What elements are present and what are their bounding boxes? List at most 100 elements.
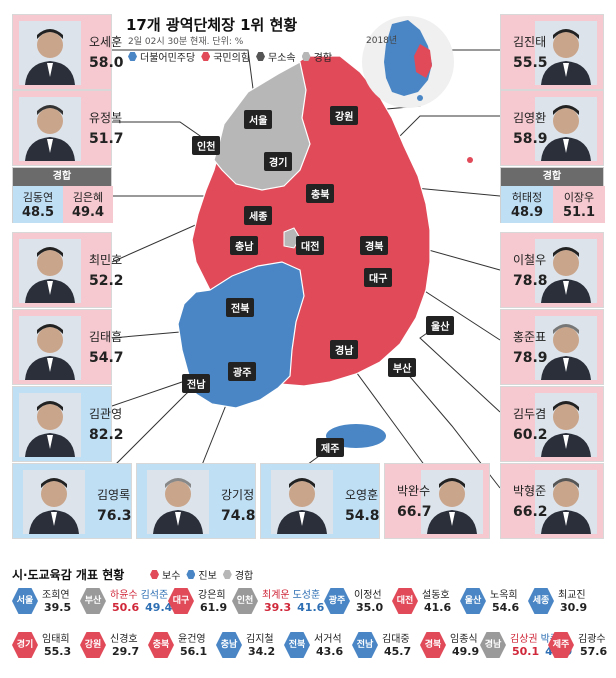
portrait-icon [535, 316, 597, 380]
education-item: 대구 강은희 61.9 [168, 584, 234, 624]
region-badge: 인천 [232, 588, 258, 614]
legend-label: 경합 [234, 571, 254, 582]
region-tag-ulsan: 울산 [426, 316, 455, 335]
candidate-vote: 76.3 [97, 508, 132, 524]
education-item: 세종 최교진 30.9 [528, 584, 594, 624]
winner-card-gangwon: 김진태 55.5 [500, 14, 604, 90]
candidate-vote: 82.2 [89, 427, 124, 443]
portrait-icon [23, 470, 85, 534]
education-item: 전남 김대중 45.7 [352, 628, 418, 668]
region-tag-chungbuk: 충북 [306, 184, 335, 203]
winner-card-chungnam: 김태흠 54.7 [12, 309, 124, 385]
candidate-name: 설동호 [422, 590, 450, 601]
candidate-vote: 35.0 [356, 601, 384, 614]
region-badge: 강원 [80, 632, 106, 658]
contest-right: 김은혜 49.4 [63, 186, 113, 223]
legend-item-contest: 경합 [301, 49, 332, 64]
candidate-vote: 50.6 [112, 601, 140, 614]
portrait-icon [19, 97, 81, 161]
candidate-vote: 29.7 [112, 645, 140, 658]
region-tag-jeonnam: 전남 [182, 374, 211, 393]
candidate-name: 임태희 [42, 634, 70, 645]
region-tag-gangwon: 강원 [330, 106, 359, 125]
winner-card-gyeongnam: 박완수 66.7 [384, 463, 490, 539]
region-tag-jeonbuk: 전북 [226, 298, 255, 317]
candidate-name: 강기정 [221, 488, 255, 502]
candidate-vote: 78.9 [513, 350, 548, 366]
candidate-name: 윤건영 [178, 634, 206, 645]
candidate-vote: 48.9 [510, 205, 544, 220]
candidate-name: 김동연 [22, 191, 54, 204]
portrait-icon [271, 470, 333, 534]
candidate-name: 임종식 [450, 634, 478, 645]
education-item: 서울 조희연 39.5 [12, 584, 78, 624]
education-values: 30.9 [560, 601, 593, 614]
winner-card-jeju: 오영훈 54.8 [260, 463, 380, 539]
region-badge: 대구 [168, 588, 194, 614]
legend: 더불어민주당 국민의힘 무소속 경합 [128, 49, 332, 64]
education-names: 임종식 [450, 630, 481, 645]
region-badge: 충남 [216, 632, 242, 658]
inset-year: 2018년 [366, 36, 398, 46]
hex-icon [222, 570, 232, 579]
candidate-vote: 58.0 [89, 55, 124, 71]
candidate-name: 김영환 [513, 111, 547, 125]
region-badge: 경북 [420, 632, 446, 658]
winner-card-gyeongbuk: 이철우 78.8 [500, 232, 604, 308]
candidate-vote: 49.4 [145, 601, 173, 614]
candidate-vote: 41.6 [424, 601, 452, 614]
region-tag-sejong: 세종 [244, 206, 273, 225]
legend-label: 무소속 [268, 53, 296, 64]
winner-card-jeonbuk: 김관영 82.2 [12, 386, 124, 462]
region-badge: 경기 [12, 632, 38, 658]
candidate-vote: 55.3 [44, 645, 72, 658]
portrait-icon [535, 393, 597, 457]
region-badge: 경남 [480, 632, 506, 658]
subtitle: 2일 02시 30분 현재. 단위: % [128, 37, 244, 47]
candidate-vote: 30.9 [560, 601, 588, 614]
candidate-vote: 39.3 [264, 601, 292, 614]
candidate-vote: 58.9 [513, 131, 548, 147]
candidate-name: 오세훈 [89, 35, 123, 49]
hex-icon [201, 52, 211, 61]
candidate-name: 노옥희 [490, 590, 518, 601]
candidate-name: 조희연 [42, 590, 70, 601]
candidate-name: 김진태 [513, 35, 547, 49]
education-legend: 보수 진보 경합 [150, 567, 253, 582]
portrait-icon [19, 393, 81, 457]
hex-icon [150, 570, 159, 579]
candidate-name: 최민호 [89, 253, 123, 267]
contest-header: 경합 [501, 168, 603, 186]
candidate-vote: 61.9 [200, 601, 228, 614]
region-badge: 전북 [284, 632, 310, 658]
region-badge: 울산 [460, 588, 486, 614]
legend-item-conservative: 보수 [150, 567, 180, 582]
candidate-vote: 55.5 [513, 55, 548, 71]
legend-label: 국민의힘 [213, 53, 251, 64]
hex-icon [128, 52, 137, 61]
region-shape-ulleung [467, 157, 473, 163]
candidate-name: 신경호 [110, 634, 138, 645]
candidate-name: 하윤수 [110, 590, 138, 601]
contest-right: 이장우 51.1 [553, 186, 605, 223]
education-values: 57.6 [580, 645, 613, 658]
region-tag-gyeongnam: 경남 [330, 340, 359, 359]
legend-label: 진보 [198, 571, 217, 582]
education-item: 대전 설동호 41.6 [392, 584, 458, 624]
education-values: 35.0 [356, 601, 389, 614]
portrait-icon [535, 97, 597, 161]
education-values: 29.7 [112, 645, 145, 658]
region-badge: 제주 [548, 632, 574, 658]
candidate-name: 김태흠 [89, 330, 123, 344]
education-item: 인천 최계운 도성훈 39.3 41.6 [232, 584, 324, 624]
candidate-name: 최교진 [558, 590, 586, 601]
contest-box-daejeon: 경합 허태정 48.9 이장우 51.1 [500, 167, 605, 223]
candidate-name: 이정선 [354, 590, 382, 601]
region-tag-gyeonggi: 경기 [264, 152, 293, 171]
contest-box-gyeonggi: 경합 김동연 48.5 김은혜 49.4 [12, 167, 113, 223]
candidate-name: 홍준표 [513, 330, 547, 344]
education-names: 신경호 [110, 630, 141, 645]
inset-jeju [417, 95, 423, 101]
legend-item-progressive: 진보 [186, 567, 217, 582]
candidate-name: 김두겸 [513, 407, 547, 421]
